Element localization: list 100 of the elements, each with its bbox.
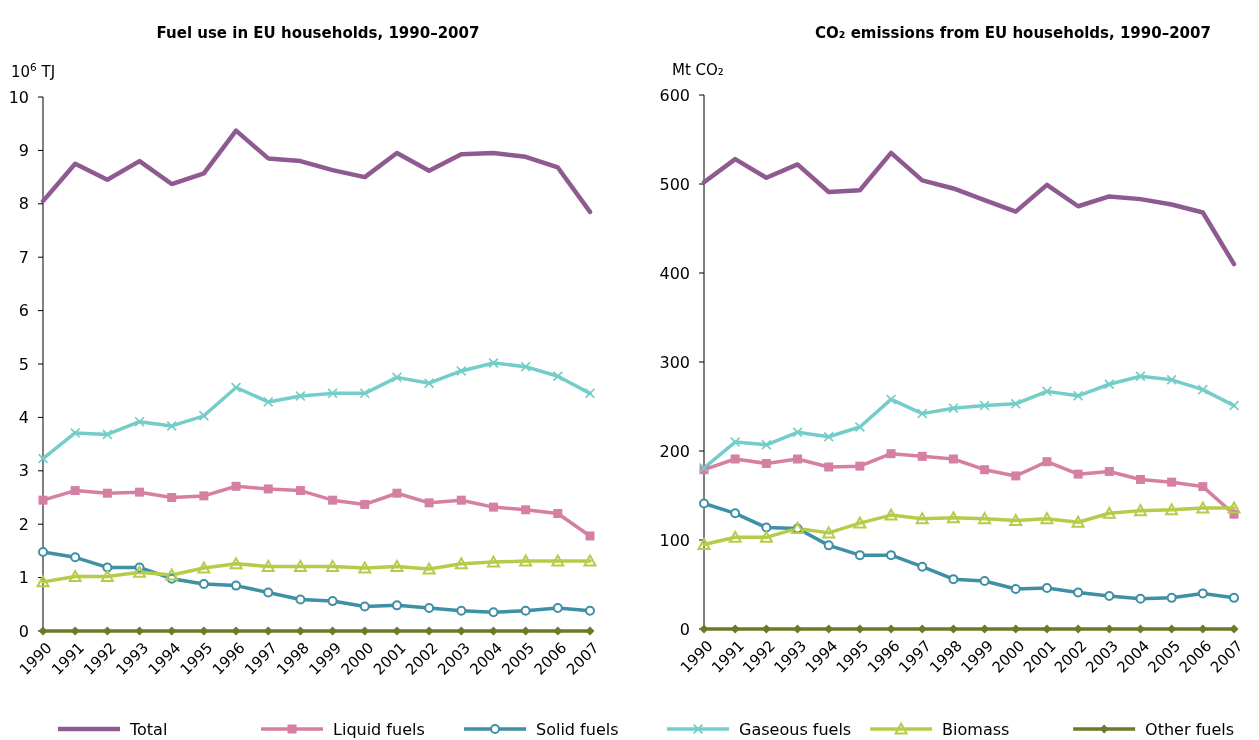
point — [263, 587, 274, 598]
y-tick-label: 3 — [18, 461, 29, 481]
point — [38, 546, 48, 557]
point — [948, 574, 959, 585]
point — [854, 550, 865, 561]
point — [1104, 379, 1115, 390]
point — [1135, 593, 1146, 604]
legend-label: Total — [129, 719, 168, 739]
point — [1167, 477, 1177, 487]
point — [886, 624, 896, 634]
y-axis-title: Mt CO₂ — [672, 61, 724, 79]
point — [730, 508, 741, 519]
point — [699, 498, 709, 509]
point — [1042, 457, 1052, 467]
point — [980, 465, 990, 475]
y-tick-label: 400 — [659, 263, 690, 283]
point — [917, 561, 928, 572]
legend-label: Biomass — [942, 719, 1010, 739]
y-tick-label: 9 — [18, 141, 29, 160]
point — [1073, 390, 1084, 401]
point — [165, 568, 179, 581]
point — [1197, 588, 1208, 599]
point — [70, 552, 81, 563]
point — [520, 361, 531, 372]
point — [327, 388, 338, 399]
point — [231, 481, 241, 491]
point — [1227, 501, 1241, 514]
point — [456, 605, 467, 616]
line-series — [701, 150, 1237, 267]
point — [1042, 624, 1052, 634]
point — [761, 439, 772, 450]
legend-label: Gaseous fuels — [739, 719, 852, 739]
point — [1165, 503, 1179, 516]
point — [198, 579, 209, 590]
y-tick-label: 200 — [659, 441, 690, 461]
y-tick-label: 300 — [659, 352, 690, 372]
point — [295, 486, 305, 496]
point — [36, 575, 50, 588]
point — [1040, 512, 1054, 525]
line-series — [40, 128, 593, 215]
point — [1071, 515, 1085, 528]
y-tick-label: 600 — [659, 85, 690, 105]
point — [102, 429, 113, 440]
point — [761, 522, 772, 533]
point — [1104, 466, 1114, 476]
point — [231, 626, 241, 636]
point — [552, 371, 563, 382]
point — [793, 454, 803, 464]
point — [359, 601, 370, 612]
y-tick-label: 1 — [18, 568, 29, 588]
point — [917, 451, 927, 461]
point — [295, 594, 306, 605]
point — [886, 449, 896, 459]
point — [824, 462, 834, 472]
point — [456, 495, 466, 505]
point — [102, 488, 112, 498]
point — [70, 486, 80, 496]
y-tick-label: 7 — [18, 247, 29, 267]
point — [854, 421, 865, 432]
point — [979, 575, 990, 586]
point — [102, 562, 113, 573]
chart-title: Fuel use in EU households, 1990–2007 — [156, 24, 480, 42]
point — [1010, 583, 1021, 594]
point — [552, 603, 563, 614]
point — [359, 388, 370, 399]
point — [697, 537, 711, 550]
point — [70, 427, 81, 438]
point — [1041, 583, 1052, 594]
point — [585, 531, 595, 541]
point — [133, 565, 147, 578]
legend-label: Solid fuels — [536, 719, 619, 739]
point — [915, 512, 929, 525]
point — [326, 559, 340, 572]
y-tick-label: 100 — [659, 530, 690, 550]
point — [486, 555, 500, 568]
point — [730, 437, 741, 448]
point — [488, 502, 498, 512]
point — [229, 557, 243, 570]
point — [1135, 474, 1145, 484]
point — [1198, 482, 1208, 492]
point — [886, 550, 897, 561]
point — [761, 458, 771, 468]
point — [585, 626, 595, 636]
point — [1073, 587, 1084, 598]
point — [855, 461, 865, 471]
point — [823, 431, 834, 442]
point — [1073, 469, 1083, 479]
point — [392, 626, 402, 636]
point — [948, 403, 959, 414]
point — [167, 493, 177, 502]
point — [1229, 624, 1239, 634]
point — [1133, 504, 1147, 517]
point — [1229, 592, 1239, 603]
point — [263, 396, 274, 407]
point — [853, 516, 867, 529]
point — [917, 408, 928, 419]
y-axis-title: 10$^{6}$ TJ — [11, 61, 56, 81]
point — [68, 570, 82, 583]
point — [553, 509, 563, 519]
point — [1166, 592, 1177, 603]
